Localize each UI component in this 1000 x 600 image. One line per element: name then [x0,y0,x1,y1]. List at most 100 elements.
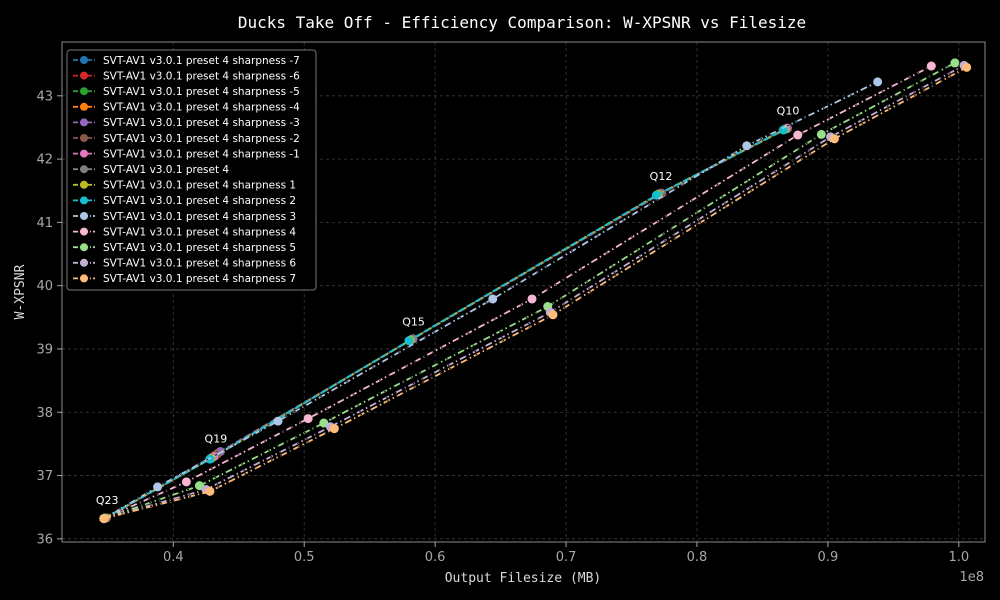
y-tick-label: 41 [36,216,53,231]
legend-item: SVT-AV1 v3.0.1 preset 4 sharpness 3 [73,211,296,223]
plot-series [99,58,972,524]
legend-label: SVT-AV1 v3.0.1 preset 4 sharpness -3 [103,117,300,129]
legend-item: SVT-AV1 v3.0.1 preset 4 sharpness 6 [73,258,296,270]
x-tick-label: 0.6 [425,550,446,565]
legend-item: SVT-AV1 v3.0.1 preset 4 sharpness -6 [73,70,300,82]
data-point [829,134,839,144]
legend-label: SVT-AV1 v3.0.1 preset 4 sharpness 5 [103,242,296,254]
point-annotations: Q23 Q19 Q15 Q12 Q10 [96,105,799,507]
legend-item: SVT-AV1 v3.0.1 preset 4 sharpness -3 [73,117,300,129]
data-point [873,77,883,87]
data-point [99,514,109,524]
data-point [950,58,960,68]
series-line [103,81,878,520]
y-tick-label: 39 [36,342,53,357]
data-point [816,129,826,139]
chart-title: Ducks Take Off - Efficiency Comparison: … [238,13,806,32]
y-axis-ticks: 36 37 38 39 40 41 42 43 [36,89,62,547]
quality-annotation: Q12 [650,170,673,183]
data-point [742,141,752,151]
data-point [651,190,661,200]
quality-annotation: Q15 [402,315,425,328]
legend-item: SVT-AV1 v3.0.1 preset 4 sharpness 7 [73,273,296,285]
legend-item: SVT-AV1 v3.0.1 preset 4 [73,164,229,176]
quality-annotation: Q10 [777,105,800,118]
legend-item: SVT-AV1 v3.0.1 preset 4 sharpness 5 [73,242,296,254]
y-tick-label: 36 [36,532,53,547]
legend-label: SVT-AV1 v3.0.1 preset 4 sharpness 7 [103,273,296,285]
legend-marker [80,149,88,158]
series-15 [99,62,972,524]
legend-marker [80,56,88,64]
legend-label: SVT-AV1 v3.0.1 preset 4 sharpness 4 [103,226,296,238]
legend-item: SVT-AV1 v3.0.1 preset 4 sharpness 2 [73,195,296,207]
x-axis-label: Output Filesize (MB) [445,571,602,586]
legend-item: SVT-AV1 v3.0.1 preset 4 sharpness -2 [73,133,300,145]
legend-marker [80,87,88,96]
x-tick-label: 0.7 [556,550,577,565]
legend-item: SVT-AV1 v3.0.1 preset 4 sharpness -5 [73,86,300,98]
data-point [527,294,537,304]
legend-marker [80,212,88,220]
legend-label: SVT-AV1 v3.0.1 preset 4 sharpness -1 [103,148,300,160]
data-point [548,310,558,320]
y-axis-label: W-XPSNR [13,264,28,319]
data-point [962,62,972,72]
legend-marker [80,134,88,142]
legend-marker [80,118,88,127]
data-point [153,482,163,492]
legend-marker [80,243,88,252]
data-point [303,414,313,424]
x-tick-label: 0.4 [163,550,184,565]
x-tick-label: 0.8 [687,550,708,565]
legend-label: SVT-AV1 v3.0.1 preset 4 sharpness -5 [103,86,300,98]
quality-annotation: Q19 [205,433,228,446]
legend-marker [80,274,88,283]
data-point [273,416,283,426]
data-point [926,61,936,71]
legend-marker [80,258,88,267]
legend-item: SVT-AV1 v3.0.1 preset 4 sharpness -4 [73,102,300,114]
series-line [103,66,968,520]
legend-label: SVT-AV1 v3.0.1 preset 4 sharpness -4 [103,102,300,114]
x-tick-label: 0.9 [818,550,839,565]
series-line [103,62,956,520]
y-tick-label: 43 [36,89,53,104]
legend-label: SVT-AV1 v3.0.1 preset 4 sharpness -7 [103,55,300,67]
data-point [194,481,204,491]
data-point [488,294,498,304]
legend: SVT-AV1 v3.0.1 preset 4 sharpness -7 SVT-… [66,49,317,291]
legend-item: SVT-AV1 v3.0.1 preset 4 sharpness -7 [73,55,300,67]
data-point [205,486,215,496]
legend-label: SVT-AV1 v3.0.1 preset 4 sharpness 6 [103,258,296,270]
legend-label: SVT-AV1 v3.0.1 preset 4 sharpness -6 [103,70,300,82]
y-tick-label: 40 [36,279,53,294]
legend-item: SVT-AV1 v3.0.1 preset 4 sharpness 1 [73,180,296,192]
data-point [793,130,803,140]
y-tick-label: 37 [36,469,53,484]
x-tick-label: 1.0 [948,550,969,565]
series-line-accent [103,65,932,520]
legend-label: SVT-AV1 v3.0.1 preset 4 sharpness 2 [103,195,296,207]
x-axis-ticks: 0.4 0.5 0.6 0.7 0.8 0.9 1.0 [163,542,969,565]
legend-label: SVT-AV1 v3.0.1 preset 4 sharpness -2 [103,133,300,145]
x-axis-multiplier: 1e8 [959,570,984,585]
legend-label: SVT-AV1 v3.0.1 preset 4 [103,164,229,176]
data-point [329,424,339,434]
legend-item: SVT-AV1 v3.0.1 preset 4 sharpness -1 [73,148,300,160]
data-point [404,336,414,346]
legend-item: SVT-AV1 v3.0.1 preset 4 sharpness 4 [73,226,296,238]
plot-frame [61,41,986,543]
legend-marker [80,102,88,111]
legend-marker [80,180,88,189]
legend-label: SVT-AV1 v3.0.1 preset 4 sharpness 3 [103,211,296,223]
legend-marker [80,196,88,205]
grid [62,42,985,542]
quality-annotation: Q23 [96,494,119,507]
data-point [181,477,191,487]
legend-marker [80,71,88,80]
series-line-accent [103,65,965,520]
legend-marker [80,227,88,236]
data-point [319,418,329,428]
